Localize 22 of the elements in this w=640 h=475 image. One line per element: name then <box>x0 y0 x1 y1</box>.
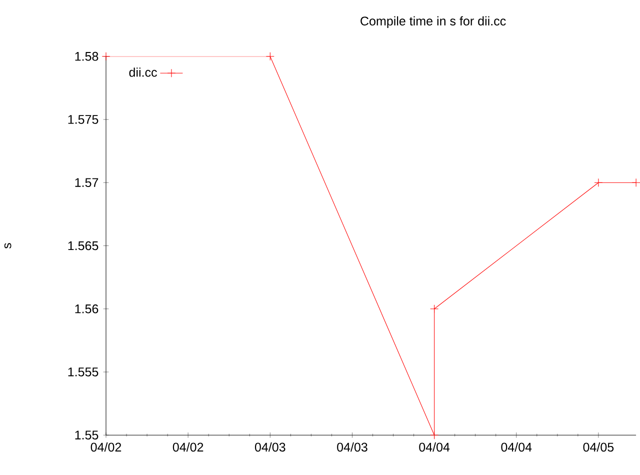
x-tick-label: 04/03 <box>337 442 368 452</box>
point <box>102 52 110 61</box>
y-tick-label: 1.58 <box>75 52 98 61</box>
x-tick-label: 04/02 <box>172 442 204 452</box>
y-tick-label: 1.555 <box>68 368 98 377</box>
y-tick-label: 1.56 <box>75 304 98 314</box>
x-tick-label: 04/02 <box>90 442 122 452</box>
chart-title: Compile time in s for dii.cc <box>360 16 506 28</box>
y-axis-title: s <box>4 243 12 249</box>
x-tick-label: 04/05 <box>583 442 614 452</box>
point <box>594 178 603 187</box>
x-tick-label: 04/03 <box>254 442 286 452</box>
y-tick-label: 1.57 <box>75 178 98 188</box>
legend-label: dii.cc <box>129 68 157 77</box>
x-tick-label: 04/04 <box>419 442 450 452</box>
y-tick-label: 1.575 <box>68 115 98 124</box>
point <box>266 52 274 61</box>
point <box>430 304 439 314</box>
point <box>430 431 439 440</box>
x-tick-label: 04/04 <box>501 442 532 452</box>
y-tick-label: 1.55 <box>75 430 98 440</box>
y-tick-label: 1.565 <box>68 241 98 250</box>
